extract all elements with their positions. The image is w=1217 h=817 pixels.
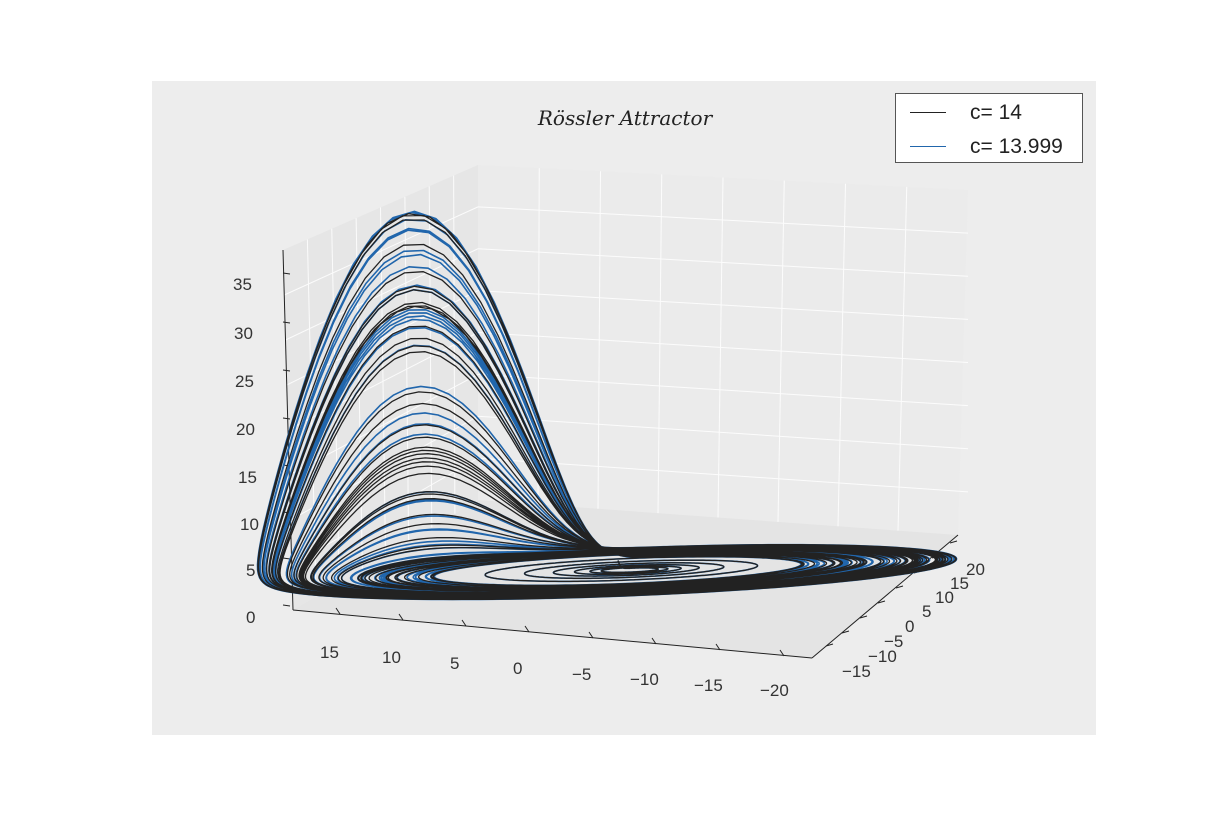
z-axis-line	[282, 249, 294, 611]
x-tick-label: 0	[513, 659, 522, 678]
z-tick-label: 5	[246, 561, 255, 580]
gridline	[477, 415, 969, 450]
gridline	[477, 290, 969, 320]
tick-mark	[398, 613, 404, 621]
x-tick-label: −20	[760, 681, 789, 700]
gridline	[477, 373, 969, 407]
gridline	[777, 180, 785, 522]
y-tick-labels: −15 −10 −5 0 5 10 15 20	[842, 560, 985, 681]
legend: c= 14 c= 13.999	[895, 93, 1083, 163]
tick-mark	[715, 643, 721, 651]
gridline	[477, 206, 969, 234]
x-tick-labels: 15 10 5 0 −5 −10 −15 −20	[320, 643, 789, 700]
x-axis-line	[292, 609, 813, 659]
legend-entry: c= 14	[896, 98, 1084, 128]
y-tick-label: −10	[868, 647, 897, 666]
x-tick-label: −5	[572, 665, 591, 684]
tick-mark	[282, 272, 291, 275]
floor-pane	[293, 500, 958, 658]
y-tick-label: 5	[922, 602, 931, 621]
z-tick-label: 20	[236, 420, 255, 439]
gridline	[477, 248, 969, 277]
z-tick-label: 15	[238, 468, 257, 487]
z-tick-label: 10	[240, 515, 259, 534]
x-tick-label: 10	[382, 648, 401, 667]
gridline	[477, 332, 969, 363]
x-tick-label: 5	[450, 654, 459, 673]
tick-mark	[282, 604, 291, 607]
gridline	[284, 206, 479, 296]
tick-mark	[651, 637, 657, 645]
tick-mark	[282, 557, 291, 560]
x-tick-label: −15	[694, 676, 723, 695]
tick-mark	[588, 631, 594, 639]
y-tick-label: 10	[935, 588, 954, 607]
tick-mark	[877, 600, 886, 604]
z-tick-label: 30	[234, 324, 253, 343]
curves	[256, 210, 958, 601]
x-tick-label: 15	[320, 643, 339, 662]
tick-mark	[841, 630, 850, 634]
tick-mark	[779, 649, 785, 657]
legend-label: c= 13.999	[970, 135, 1063, 158]
gridline	[897, 186, 908, 531]
tick-mark	[949, 540, 958, 544]
y-tick-label: 0	[905, 617, 914, 636]
legend-label: c= 14	[970, 101, 1022, 124]
y-tick-label: 20	[966, 560, 985, 579]
legend-line-icon	[910, 146, 946, 147]
y-tick-label: −5	[884, 632, 903, 651]
chart-title: Rössler Attractor	[537, 106, 713, 130]
tick-mark	[282, 321, 291, 324]
legend-entry: c= 13.999	[896, 132, 1084, 162]
x-tick-label: −10	[630, 670, 659, 689]
tick-mark	[282, 369, 291, 372]
gridline	[477, 457, 969, 493]
z-tick-labels: 0 5 10 15 20 25 30 35	[233, 275, 259, 627]
z-tick-label: 25	[235, 372, 254, 391]
tick-mark	[335, 607, 341, 615]
tick-mark	[895, 585, 904, 589]
gridline	[286, 290, 479, 386]
z-tick-label: 0	[246, 608, 255, 627]
y-tick-label: −15	[842, 662, 871, 681]
tick-mark	[524, 625, 530, 633]
tick-mark	[461, 619, 467, 627]
y-tick-label: 15	[950, 574, 969, 593]
back-pane	[478, 165, 968, 535]
legend-line-icon	[910, 112, 946, 113]
tick-mark	[282, 417, 291, 420]
gridline	[837, 183, 846, 527]
series-line-c-14	[257, 212, 957, 601]
tick-mark	[825, 643, 834, 647]
z-tick-label: 35	[233, 275, 252, 294]
tick-mark	[859, 615, 868, 619]
